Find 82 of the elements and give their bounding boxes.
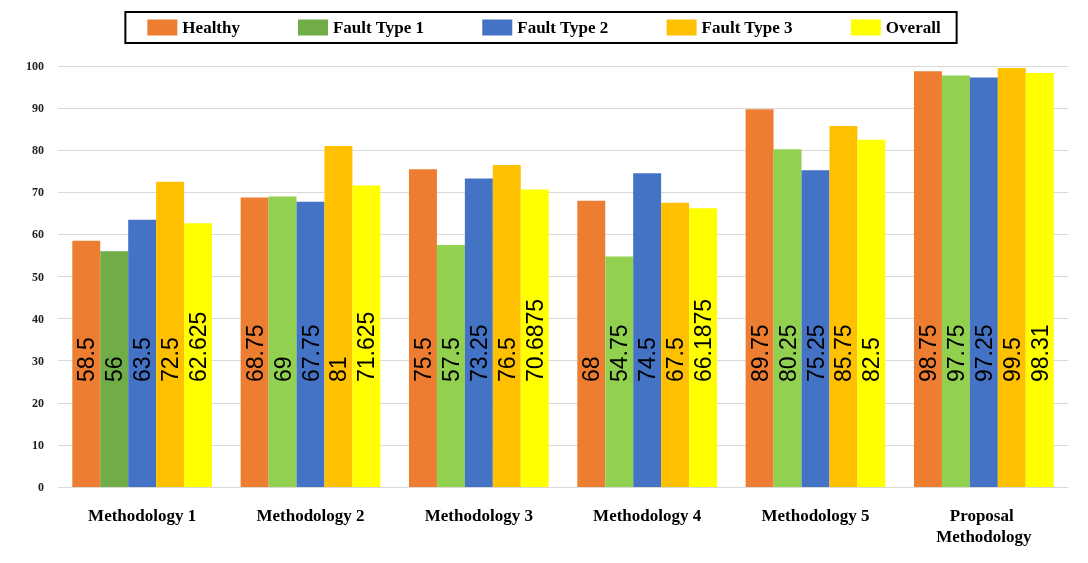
y-tick-label: 60 <box>32 227 44 242</box>
bar <box>128 219 157 487</box>
bar <box>745 109 774 487</box>
bar <box>296 201 325 487</box>
bar <box>464 178 493 487</box>
bar <box>661 202 690 487</box>
data-label: 76.5 <box>493 337 520 382</box>
x-tick-label: Proposal Methodology <box>936 506 1033 546</box>
bar <box>801 170 830 487</box>
data-label: 97.25 <box>970 324 997 382</box>
legend-label: Overall <box>885 18 941 37</box>
bar <box>520 189 549 487</box>
x-tick-label: Methodology 5 <box>761 506 870 525</box>
bar <box>1025 73 1054 487</box>
data-label: 67.5 <box>662 337 689 382</box>
bar <box>857 139 886 487</box>
data-label: 56 <box>101 356 128 382</box>
data-label: 89.75 <box>746 324 773 382</box>
bar <box>633 173 662 487</box>
y-tick-label: 10 <box>32 437 44 452</box>
data-label: 81 <box>325 356 352 382</box>
bar <box>997 68 1026 487</box>
bar <box>156 181 185 487</box>
x-tick-label: Methodology 2 <box>256 506 365 525</box>
y-tick-label: 50 <box>32 269 44 284</box>
data-label: 62.625 <box>185 311 212 382</box>
bar <box>72 240 101 487</box>
bar <box>605 256 634 487</box>
data-label: 57.5 <box>437 337 464 382</box>
data-label: 71.625 <box>353 311 380 382</box>
data-label: 75.5 <box>409 337 436 382</box>
legend-label: Healthy <box>182 18 241 37</box>
bar <box>969 77 998 487</box>
bar <box>577 200 606 487</box>
data-label: 97.75 <box>942 324 969 382</box>
x-tick-label: Methodology 4 <box>593 506 702 525</box>
data-label: 67.75 <box>297 324 324 382</box>
data-label: 58.5 <box>73 337 100 382</box>
y-tick-label: 100 <box>26 59 44 73</box>
bar <box>268 196 297 487</box>
data-label: 73.25 <box>465 324 492 382</box>
x-tick-label: Methodology 1 <box>88 506 197 525</box>
bar <box>689 208 718 487</box>
bar <box>941 75 970 487</box>
y-tick-label: 0 <box>38 480 44 494</box>
data-label: 99.5 <box>998 337 1025 382</box>
bar <box>100 251 129 487</box>
x-tick-label: Methodology 3 <box>424 506 533 525</box>
data-label: 72.5 <box>157 337 184 382</box>
bar <box>492 164 521 487</box>
data-label: 54.75 <box>606 324 633 382</box>
data-label: 98.31 <box>1026 324 1053 382</box>
data-label: 75.25 <box>802 324 829 382</box>
y-tick-label: 80 <box>32 143 44 158</box>
bar <box>829 125 858 487</box>
bar <box>773 149 802 487</box>
bar <box>352 185 381 487</box>
data-label: 63.5 <box>129 337 156 382</box>
bar <box>324 145 353 487</box>
data-label: 68 <box>578 356 605 382</box>
bar <box>913 71 942 487</box>
legend-label: Fault Type 1 <box>332 18 424 37</box>
y-tick-label: 90 <box>32 101 44 116</box>
data-label: 80.25 <box>774 324 801 382</box>
bar <box>184 223 213 487</box>
y-tick-label: 20 <box>32 395 44 410</box>
y-tick-label: 40 <box>32 311 44 326</box>
legend-label: Fault Type 3 <box>701 18 793 37</box>
data-label: 85.75 <box>830 324 857 382</box>
data-label: 69 <box>269 356 296 382</box>
bar <box>408 169 437 487</box>
bar <box>240 197 269 487</box>
data-label: 66.1875 <box>690 298 717 382</box>
y-tick-label: 70 <box>32 185 44 200</box>
data-label: 70.6875 <box>521 298 548 382</box>
data-label: 68.75 <box>241 324 268 382</box>
y-tick-label: 30 <box>32 353 44 368</box>
bar <box>436 244 465 487</box>
data-label: 98.75 <box>914 324 941 382</box>
legend-label: Fault Type 2 <box>517 18 609 37</box>
data-label: 82.5 <box>858 337 885 382</box>
data-label: 74.5 <box>634 337 661 382</box>
